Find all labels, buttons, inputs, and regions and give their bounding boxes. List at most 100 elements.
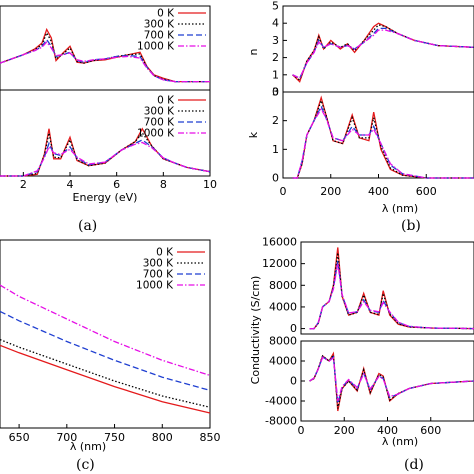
panel-a-bottom-frame xyxy=(0,89,211,177)
panel-d-xtick-label: 0 xyxy=(298,424,305,437)
panel-c-xtick-label: 800 xyxy=(152,431,173,444)
panel-b-bottom-series-300k xyxy=(292,98,474,179)
panel-b-bottom-series-1000k xyxy=(292,107,474,179)
panel-d-xtick-label: 200 xyxy=(334,424,355,437)
panel-a-bottom-legend-label: 0 K xyxy=(157,95,175,107)
panel-b-top-frame xyxy=(282,5,474,93)
panel-c-legend-label: 700 K xyxy=(143,269,174,281)
panel-d-top-plot: 0 4000 8000 12000 16000 xyxy=(262,236,474,335)
panel-c-xtick-label: 650 xyxy=(9,431,30,444)
panel-b-top-series-300k xyxy=(292,24,474,82)
panel-a-top-legend-label: 0 K xyxy=(157,8,175,20)
panel-c-xtick-label: 850 xyxy=(200,431,221,444)
panel-b-top-ytick-label: 5 xyxy=(272,0,279,13)
panel-b-top-series-700k xyxy=(292,27,474,80)
panel-d-top-ytick-label: 12000 xyxy=(262,257,297,270)
panel-d-xtick-label: 400 xyxy=(377,424,398,437)
panel-a-label: (a) xyxy=(78,218,97,234)
panel-a-xtick-label: 2 xyxy=(20,178,27,191)
panel-a-xtick-label: 8 xyxy=(160,178,167,191)
panel-a-bottom-legend-label: 700 K xyxy=(144,117,175,129)
panel-d-bottom-series-1000k xyxy=(309,356,474,402)
panel-c-x-ticks: 650 700 750 800 850 xyxy=(9,424,221,444)
panel-d-bottom-frame xyxy=(300,340,474,422)
panel-a-top-series-300k xyxy=(0,31,210,83)
panel-b-xtick-label: 0 xyxy=(280,185,287,198)
panel-d-bottom-plot: -8000 -4000 0 4000 8000 xyxy=(265,335,474,428)
panel-c-frame xyxy=(0,239,211,429)
panel-d-bottom-ytick-label: 8000 xyxy=(269,335,297,348)
panel-c-series-1000k xyxy=(0,284,211,377)
panel-d-top-ytick-label: 8000 xyxy=(269,279,297,292)
panel-a-xtick-label: 6 xyxy=(113,178,120,191)
panel-d-top-series-1000k xyxy=(309,263,474,330)
panel-d-top-frame xyxy=(300,241,474,335)
panel-a-bottom-series-1000k xyxy=(0,141,211,177)
panel-d-x-ticks: 0 200 400 600 xyxy=(298,417,441,437)
panel-a-xlabel: Energy (eV) xyxy=(73,191,138,204)
panel-b-xtick-label: 200 xyxy=(320,185,341,198)
panel-b-bottom-ytick-label: 0 xyxy=(272,172,279,185)
panel-b: 0 1 2 3 4 5 0 1 2 3 0 200 400 600 n k λ (nm) (b) xyxy=(247,0,474,234)
panel-b-ylabel-n: n xyxy=(247,48,260,55)
panel-b-x-ticks: 0 200 400 600 xyxy=(280,174,437,198)
panel-b-xtick-label: 400 xyxy=(368,185,389,198)
panel-d-top-ytick-label: 0 xyxy=(290,322,297,335)
panel-d-label: (d) xyxy=(404,457,424,473)
panel-b-ylabel-k: k xyxy=(247,131,260,138)
panel-c-xlabel: λ (nm) xyxy=(70,440,106,453)
panel-d-bottom-ytick-label: 4000 xyxy=(269,355,297,368)
panel-c-series-300k xyxy=(0,338,211,408)
panel-a-top-legend-label: 1000 K xyxy=(137,41,175,53)
panel-c-label: (c) xyxy=(76,457,95,473)
panel-b-top-ytick-label: 0 xyxy=(272,86,279,99)
panel-a-bottom-series-0k xyxy=(0,127,211,177)
panel-b-top-ytick-label: 4 xyxy=(272,17,279,30)
panel-b-top-ytick-label: 2 xyxy=(272,51,279,64)
panel-d-top-series-700k xyxy=(309,260,474,330)
panel-d-ylabel: Conductivity (S/cm) xyxy=(249,276,262,385)
panel-c-xtick-label: 700 xyxy=(56,431,77,444)
panel-b-top-series-0k xyxy=(292,22,474,83)
panel-b-bottom-ytick-label: 3 xyxy=(272,86,279,99)
panel-a-top-series-1000k xyxy=(0,41,210,83)
panel-a-x-ticks: 2 4 6 8 10 xyxy=(20,172,217,191)
panel-c-xtick-label: 750 xyxy=(104,431,125,444)
panel-c-series-0k xyxy=(0,344,211,414)
panel-b-bottom-plot: 0 1 2 3 xyxy=(272,86,474,185)
panel-b-bottom-ytick-label: 1 xyxy=(272,143,279,156)
panel-b-top-ytick-label: 3 xyxy=(272,34,279,47)
panel-a-bottom-legend-label: 300 K xyxy=(144,106,175,118)
panel-a-bottom-legend-label: 1000 K xyxy=(137,128,175,140)
panel-b-label: (b) xyxy=(401,218,421,234)
panel-d-top-ytick-label: 4000 xyxy=(269,300,297,313)
panel-b-bottom-ytick-label: 2 xyxy=(272,114,279,127)
panel-d-top-ytick-label: 16000 xyxy=(262,236,297,249)
panel-a-top-frame xyxy=(0,5,211,91)
panel-a-bottom-series-700k xyxy=(0,139,211,177)
panel-d-top-series-0k xyxy=(309,247,474,330)
panel-a-top-legend-label: 300 K xyxy=(144,19,175,31)
panel-b-top-series-1000k xyxy=(292,29,474,80)
panel-b-top-ytick-label: 1 xyxy=(272,68,279,81)
panel-b-top-plot: 0 1 2 3 4 5 xyxy=(272,0,474,99)
panel-b-xlabel: λ (nm) xyxy=(382,202,418,215)
panel-d-bottom-ytick-label: 0 xyxy=(290,375,297,388)
panel-a-xtick-label: 10 xyxy=(203,178,217,191)
panel-a-xtick-label: 4 xyxy=(67,178,74,191)
panel-d-bottom-ytick-label: -8000 xyxy=(265,415,297,428)
panel-d-bottom-ytick-label: -4000 xyxy=(265,395,297,408)
panel-c-legend-label: 1000 K xyxy=(136,280,174,292)
panel-c-legend-label: 300 K xyxy=(143,258,174,270)
panel-b-xtick-label: 600 xyxy=(416,185,437,198)
panel-d-xtick-label: 600 xyxy=(420,424,441,437)
panel-d-xlabel: λ (nm) xyxy=(382,435,418,448)
panel-a-top-legend-label: 700 K xyxy=(144,30,175,42)
